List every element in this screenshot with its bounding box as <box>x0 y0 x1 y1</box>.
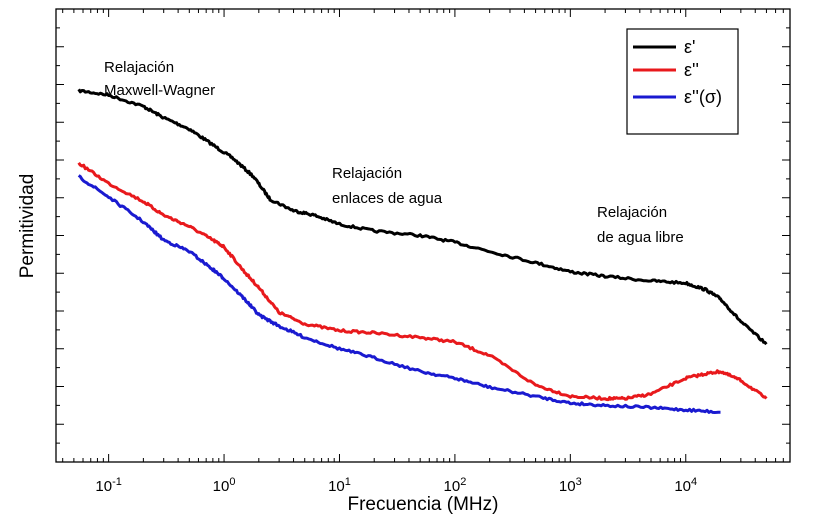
x-tick-label: 103 <box>559 476 582 495</box>
x-tick-label: 101 <box>328 476 351 495</box>
legend-label-eps-real: ε' <box>684 37 695 57</box>
x-tick-label: 100 <box>213 476 236 495</box>
annotation-maxwell-wagner: Relajación Maxwell-Wagner <box>104 59 215 99</box>
x-axis-title: Frecuencia (MHz) <box>348 494 499 515</box>
annotation-agua-libre-line1: Relajación <box>597 204 667 221</box>
x-tick-label: 104 <box>674 476 697 495</box>
series-eps-real <box>77 88 768 346</box>
plot-series <box>77 88 768 414</box>
series-eps-sigma <box>77 174 721 414</box>
legend-box <box>626 28 739 135</box>
axis-ticks <box>56 9 791 462</box>
legend-label-eps-imag: ε'' <box>684 60 699 80</box>
annotation-agua-libre-line2: de agua libre <box>597 229 684 246</box>
x-tick-label: 102 <box>444 476 467 495</box>
annotation-agua-libre: Relajación de agua libre <box>597 204 684 246</box>
x-tick-label: 10-1 <box>95 476 121 495</box>
annotation-enlaces-agua-line2: enlaces de agua <box>332 190 443 207</box>
annotation-maxwell-wagner-line2: Maxwell-Wagner <box>104 82 215 99</box>
annotation-enlaces-agua-line1: Relajación <box>332 165 402 182</box>
legend-label-eps-sigma: ε''(σ) <box>684 87 722 107</box>
annotation-maxwell-wagner-line1: Relajación <box>104 59 174 76</box>
annotation-enlaces-agua: Relajación enlaces de agua <box>332 165 443 207</box>
series-eps-imag <box>77 161 768 402</box>
x-tick-labels: 10-1 100 101 102 103 104 <box>95 476 697 495</box>
y-axis-title: Permitividad <box>17 174 38 279</box>
legend: ε' ε'' ε''(σ) <box>626 28 739 135</box>
